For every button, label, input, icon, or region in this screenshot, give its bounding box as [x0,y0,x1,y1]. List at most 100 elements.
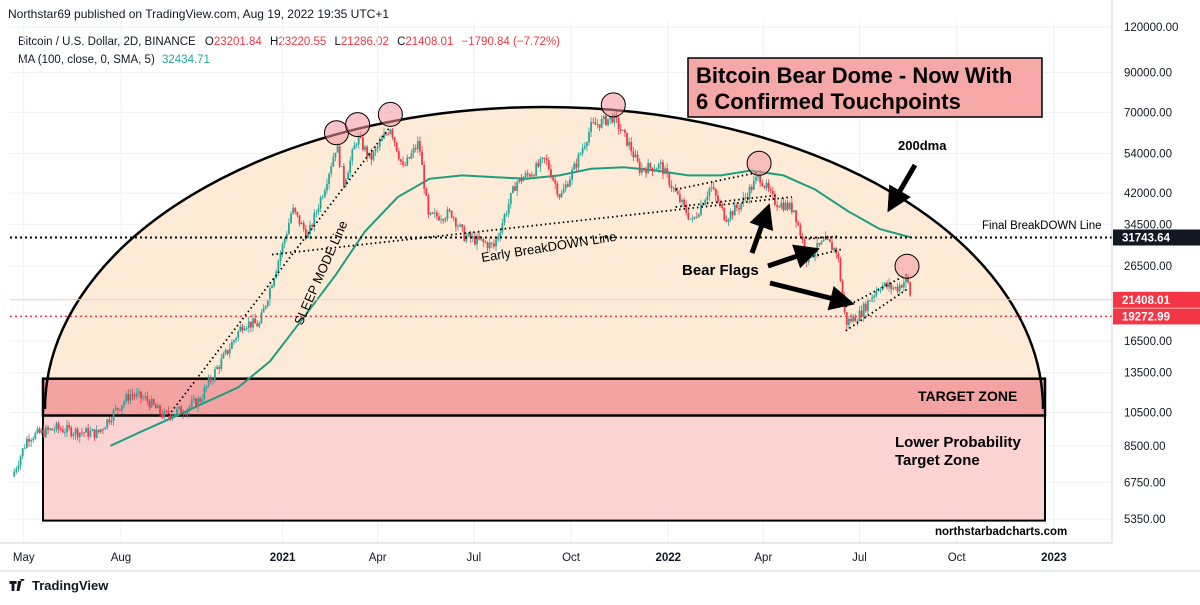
candle-body [376,146,379,149]
candle-body [123,401,126,406]
y-tick-label: 70000.00 [1124,107,1172,119]
candle-body [419,141,421,152]
candle-body [556,183,559,195]
candle-body [80,432,83,434]
candle-body [32,438,35,441]
candle-body [894,286,897,288]
candle-body [814,252,817,256]
y-tick-label: 10500.00 [1124,407,1172,419]
price-tag-bg [1113,291,1200,308]
candle-body [328,173,330,185]
candle-body [361,137,364,150]
candle-body [839,258,842,281]
candle-body [83,432,85,434]
candle-body [262,308,265,313]
candle-body [822,240,825,242]
candle-body [554,179,557,184]
candle-body [693,216,696,219]
x-tick-label: Oct [562,552,581,564]
ma-value: 32434.71 [161,54,210,66]
candle-body [157,405,159,409]
bear-flag-1-top [675,171,760,191]
candle-body [211,379,214,381]
candle-body [717,195,719,203]
candle-body [687,212,690,220]
candle-body [596,124,599,126]
candle-body [423,165,426,189]
candle-body [135,393,138,397]
candle-body [275,271,278,279]
candle-body [364,146,366,150]
candle-body [706,195,709,200]
candle-body [40,429,43,433]
candle-body [704,199,707,206]
footer: TradingView [8,578,108,593]
target-zone-label: TARGET ZONE [918,388,1017,404]
candle-body [47,427,49,430]
candle-body [129,394,132,401]
candle-body [342,166,345,186]
candle-body [763,186,766,188]
candle-body [404,165,407,166]
candle-body [374,148,377,152]
touchpoint-circle [323,120,349,146]
candle-body [776,204,778,207]
candle-body [292,207,295,214]
candle-body [712,187,715,190]
candle-body [252,318,254,328]
candle-body [381,138,383,142]
candle-body [850,318,852,322]
candle-body [499,232,502,237]
candle-body [400,159,402,162]
bear-dome-arc [43,105,1045,410]
candle-body [761,182,764,187]
candle-body [74,428,77,435]
candle-body [854,316,857,322]
candle-body [507,204,510,214]
candle-body [638,161,641,173]
candle-body [653,169,656,172]
candle-body [621,129,624,131]
candle-body [148,401,151,408]
candle-body [590,121,593,133]
candle-body [702,204,705,206]
candle-body [480,239,483,241]
candle-body [683,199,685,205]
candle-body [353,145,356,150]
candle-body [421,151,423,166]
touchpoint-circle [377,101,403,127]
candle-body [279,253,282,261]
candle-body [649,163,652,168]
candle-body [245,327,248,329]
x-tick-label: Apr [369,552,387,564]
candle-body [731,211,734,216]
candle-body [740,203,743,210]
y-tick-label: 16500.00 [1124,336,1172,348]
candle-body [440,219,442,221]
candle-body [209,377,212,381]
candle-body [169,414,172,419]
candle-body [738,207,740,210]
candle-body [266,300,269,306]
candle-body [173,414,176,416]
candle-body [85,428,87,433]
publish-info: Northstar69 published on TradingView.com… [8,7,390,21]
candle-body [385,133,388,135]
candle-body [431,212,434,214]
candle-body [442,219,445,221]
price-tag-label: 21408.01 [1122,295,1171,307]
x-tick-label: Jul [466,552,481,564]
high-label: H [270,36,279,48]
candle-body [205,386,208,388]
candle-body [397,151,400,160]
candle-body [486,242,489,249]
candle-body [15,468,18,472]
candle-body [42,429,45,437]
candle-body [473,236,476,245]
candle-body [723,207,726,221]
price-tag-bg [1113,308,1200,325]
candle-body [729,211,732,220]
candle-body [856,321,859,322]
candle-body [852,316,855,322]
